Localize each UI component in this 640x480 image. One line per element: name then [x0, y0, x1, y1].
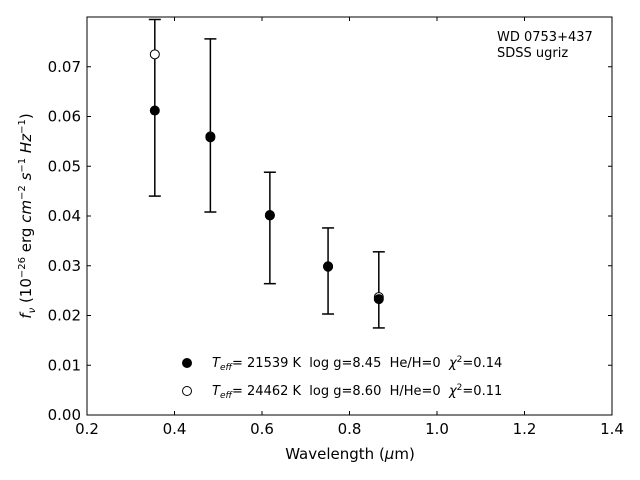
x-axis-ticks: 0.2 0.4 0.6 0.8 1.0 1.2 1.4	[75, 17, 624, 438]
x-axis-label: Wavelength (μm)	[285, 445, 415, 463]
x-tick-label: 0.4	[163, 420, 187, 438]
y-tick-label: 0.07	[48, 58, 81, 76]
y-tick-label: 0.06	[48, 108, 81, 126]
legend-entry-2: Teff= 24462 K log g=8.60 H/He=0 χ2=0.11	[212, 383, 502, 401]
y-axis-ticks: 0.00 0.01 0.02 0.03 0.04 0.05 0.06 0.07	[48, 58, 612, 424]
x-tick-label: 1.4	[600, 420, 624, 438]
data-point-filled	[323, 261, 334, 272]
data-point-open	[149, 49, 160, 60]
x-tick-label: 0.6	[250, 420, 274, 438]
data-point-filled	[264, 210, 275, 221]
x-tick-label: 1.2	[513, 420, 537, 438]
legend-marker-open	[182, 386, 192, 396]
y-tick-label: 0.00	[48, 406, 81, 424]
data-points	[149, 49, 384, 305]
y-tick-label: 0.03	[48, 257, 81, 275]
legend-entry-1: Teff= 21539 K log g=8.45 He/H=0 χ2=0.14	[212, 355, 502, 373]
data-point-filled	[373, 294, 384, 305]
y-tick-label: 0.05	[48, 157, 81, 175]
annotation-object-name: WD 0753+437	[497, 30, 593, 45]
y-tick-label: 0.01	[48, 356, 81, 374]
data-point-filled	[149, 105, 160, 116]
y-tick-label: 0.04	[48, 207, 81, 225]
legend: Teff= 21539 K log g=8.45 He/H=0 χ2=0.14 …	[182, 355, 502, 401]
legend-marker-filled	[182, 358, 192, 368]
error-bars	[148, 18, 385, 329]
x-tick-label: 0.8	[338, 420, 362, 438]
x-tick-label: 0.2	[75, 420, 99, 438]
y-axis-label: fν (10−26 erg cm−2 s−1 Hz−1)	[17, 113, 38, 318]
data-point-filled	[205, 132, 216, 143]
y-tick-label: 0.02	[48, 307, 81, 325]
annotation-survey: SDSS ugriz	[497, 46, 568, 61]
x-tick-label: 1.0	[425, 420, 449, 438]
